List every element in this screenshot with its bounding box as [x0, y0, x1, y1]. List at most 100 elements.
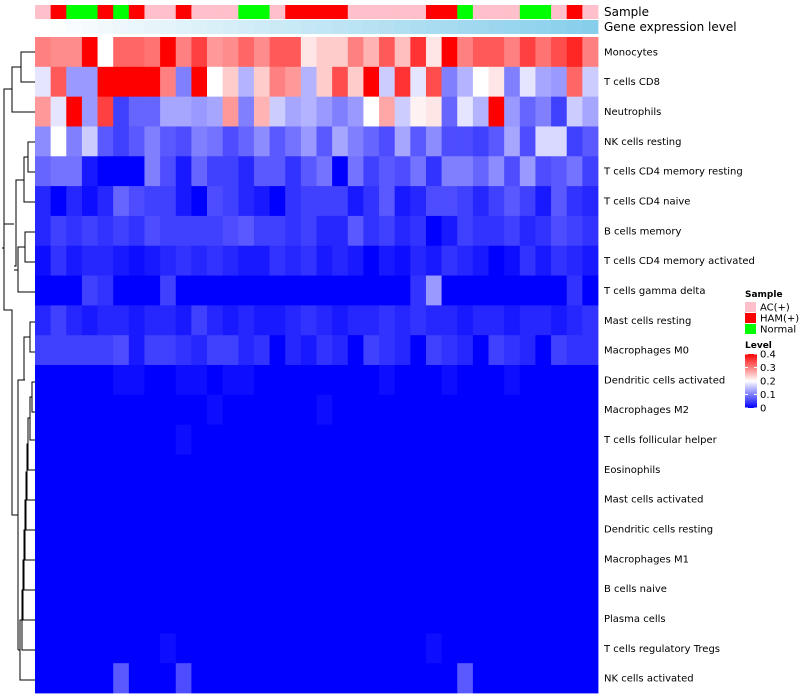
heatmap-cell	[551, 514, 568, 545]
heatmap-cell	[207, 156, 224, 187]
heatmap-cell	[66, 365, 83, 396]
heatmap-cell	[332, 245, 349, 276]
heatmap-cell	[285, 275, 302, 306]
heatmap-cell	[128, 603, 145, 634]
heatmap-cell	[472, 305, 489, 336]
heatmap-cell	[222, 365, 239, 396]
heatmap-cell	[97, 66, 114, 98]
heatmap-cell	[457, 454, 474, 485]
heatmap-cell	[66, 245, 83, 276]
heatmap-cell	[50, 603, 67, 634]
heatmap-cell	[160, 573, 177, 604]
heatmap-cell	[222, 275, 239, 306]
heatmap-cell	[191, 126, 208, 157]
heatmap-cell	[551, 186, 568, 217]
row-label: NK cells activated	[604, 674, 694, 685]
heatmap-cell	[535, 454, 552, 485]
heatmap-cell	[207, 454, 224, 485]
heatmap-cell	[35, 96, 52, 127]
row-label: Dendritic cells resting	[604, 525, 713, 536]
heatmap-cell	[332, 126, 349, 157]
heatmap-cell	[50, 335, 67, 366]
heatmap-cell	[81, 66, 98, 98]
heatmap-cell	[160, 156, 177, 187]
heatmap-cell	[379, 156, 396, 187]
heatmap-cell	[300, 37, 317, 68]
heatmap-cell	[269, 573, 286, 604]
heatmap-cell	[363, 454, 380, 485]
heatmap-cell	[472, 663, 489, 694]
heatmap-cells	[35, 37, 599, 694]
heatmap-cell	[472, 215, 489, 247]
heatmap-cell	[316, 275, 333, 306]
heatmap-cell	[207, 573, 224, 604]
heatmap-cell	[160, 484, 177, 515]
heatmap-cell	[66, 603, 83, 634]
heatmap-cell	[50, 484, 67, 515]
heatmap-cell	[175, 215, 192, 247]
gene-expression-annotation-cell	[285, 20, 302, 34]
heatmap-cell	[410, 603, 427, 634]
gene-expression-annotation-cell	[300, 20, 317, 34]
row-label: T cells CD4 memory activated	[603, 256, 755, 267]
heatmap-cell	[472, 186, 489, 217]
heatmap-cell	[410, 484, 427, 515]
heatmap-cell	[316, 484, 333, 515]
heatmap-cell	[410, 215, 427, 247]
legend-swatch	[745, 324, 756, 334]
heatmap-cell	[238, 186, 255, 217]
heatmap-cell	[363, 603, 380, 634]
heatmap-cell	[363, 186, 380, 217]
heatmap-cell	[551, 484, 568, 515]
heatmap-cell	[363, 484, 380, 515]
sample-annotation-cell	[128, 5, 145, 19]
heatmap-cell	[253, 603, 270, 634]
heatmap-cell	[535, 424, 552, 455]
heatmap-cell	[35, 335, 52, 366]
heatmap-cell	[35, 484, 52, 515]
heatmap-cell	[441, 573, 458, 604]
heatmap-cell	[144, 394, 161, 426]
heatmap-cell	[66, 663, 83, 694]
heatmap-cell	[50, 96, 67, 127]
heatmap-cell	[425, 514, 443, 545]
heatmap-cell	[207, 484, 224, 515]
heatmap-cell	[269, 126, 286, 157]
heatmap-cell	[66, 543, 83, 575]
heatmap-cell	[347, 603, 364, 634]
heatmap-cell	[519, 663, 536, 694]
row-labels: Monocytes T cells CD8 Neutrophils NK cells …	[603, 47, 755, 684]
row-label: Macrophages M1	[604, 554, 689, 565]
gene-expression-annotation-cell	[535, 20, 552, 34]
heatmap-cell	[128, 245, 145, 276]
heatmap-cell	[425, 573, 443, 604]
heatmap-cell	[66, 424, 83, 455]
heatmap-cell	[222, 126, 239, 157]
heatmap-cell	[472, 603, 489, 634]
heatmap-cell	[269, 215, 286, 247]
heatmap-cell	[410, 394, 427, 426]
heatmap-cell	[441, 245, 458, 276]
row-label: Plasma cells	[604, 614, 666, 625]
heatmap-cell	[316, 186, 333, 217]
heatmap-cell	[191, 454, 208, 485]
heatmap-cell	[300, 394, 317, 426]
heatmap-cell	[332, 424, 349, 455]
heatmap-cell	[97, 96, 114, 127]
heatmap-cell	[113, 305, 130, 336]
heatmap-cell	[457, 484, 474, 515]
heatmap-cell	[379, 603, 396, 634]
heatmap-cell	[113, 275, 130, 306]
heatmap-cell	[128, 394, 145, 426]
heatmap-cell	[535, 305, 552, 336]
heatmap-cell	[566, 275, 583, 306]
heatmap-cell	[207, 543, 224, 575]
heatmap-cell	[519, 365, 536, 396]
heatmap-cell	[269, 424, 286, 455]
heatmap-cell	[35, 275, 52, 306]
heatmap-cell	[441, 514, 458, 545]
heatmap-cell	[144, 305, 161, 336]
row-label: Macrophages M0	[604, 346, 689, 357]
heatmap-cell	[66, 514, 83, 545]
heatmap-cell	[519, 543, 536, 575]
